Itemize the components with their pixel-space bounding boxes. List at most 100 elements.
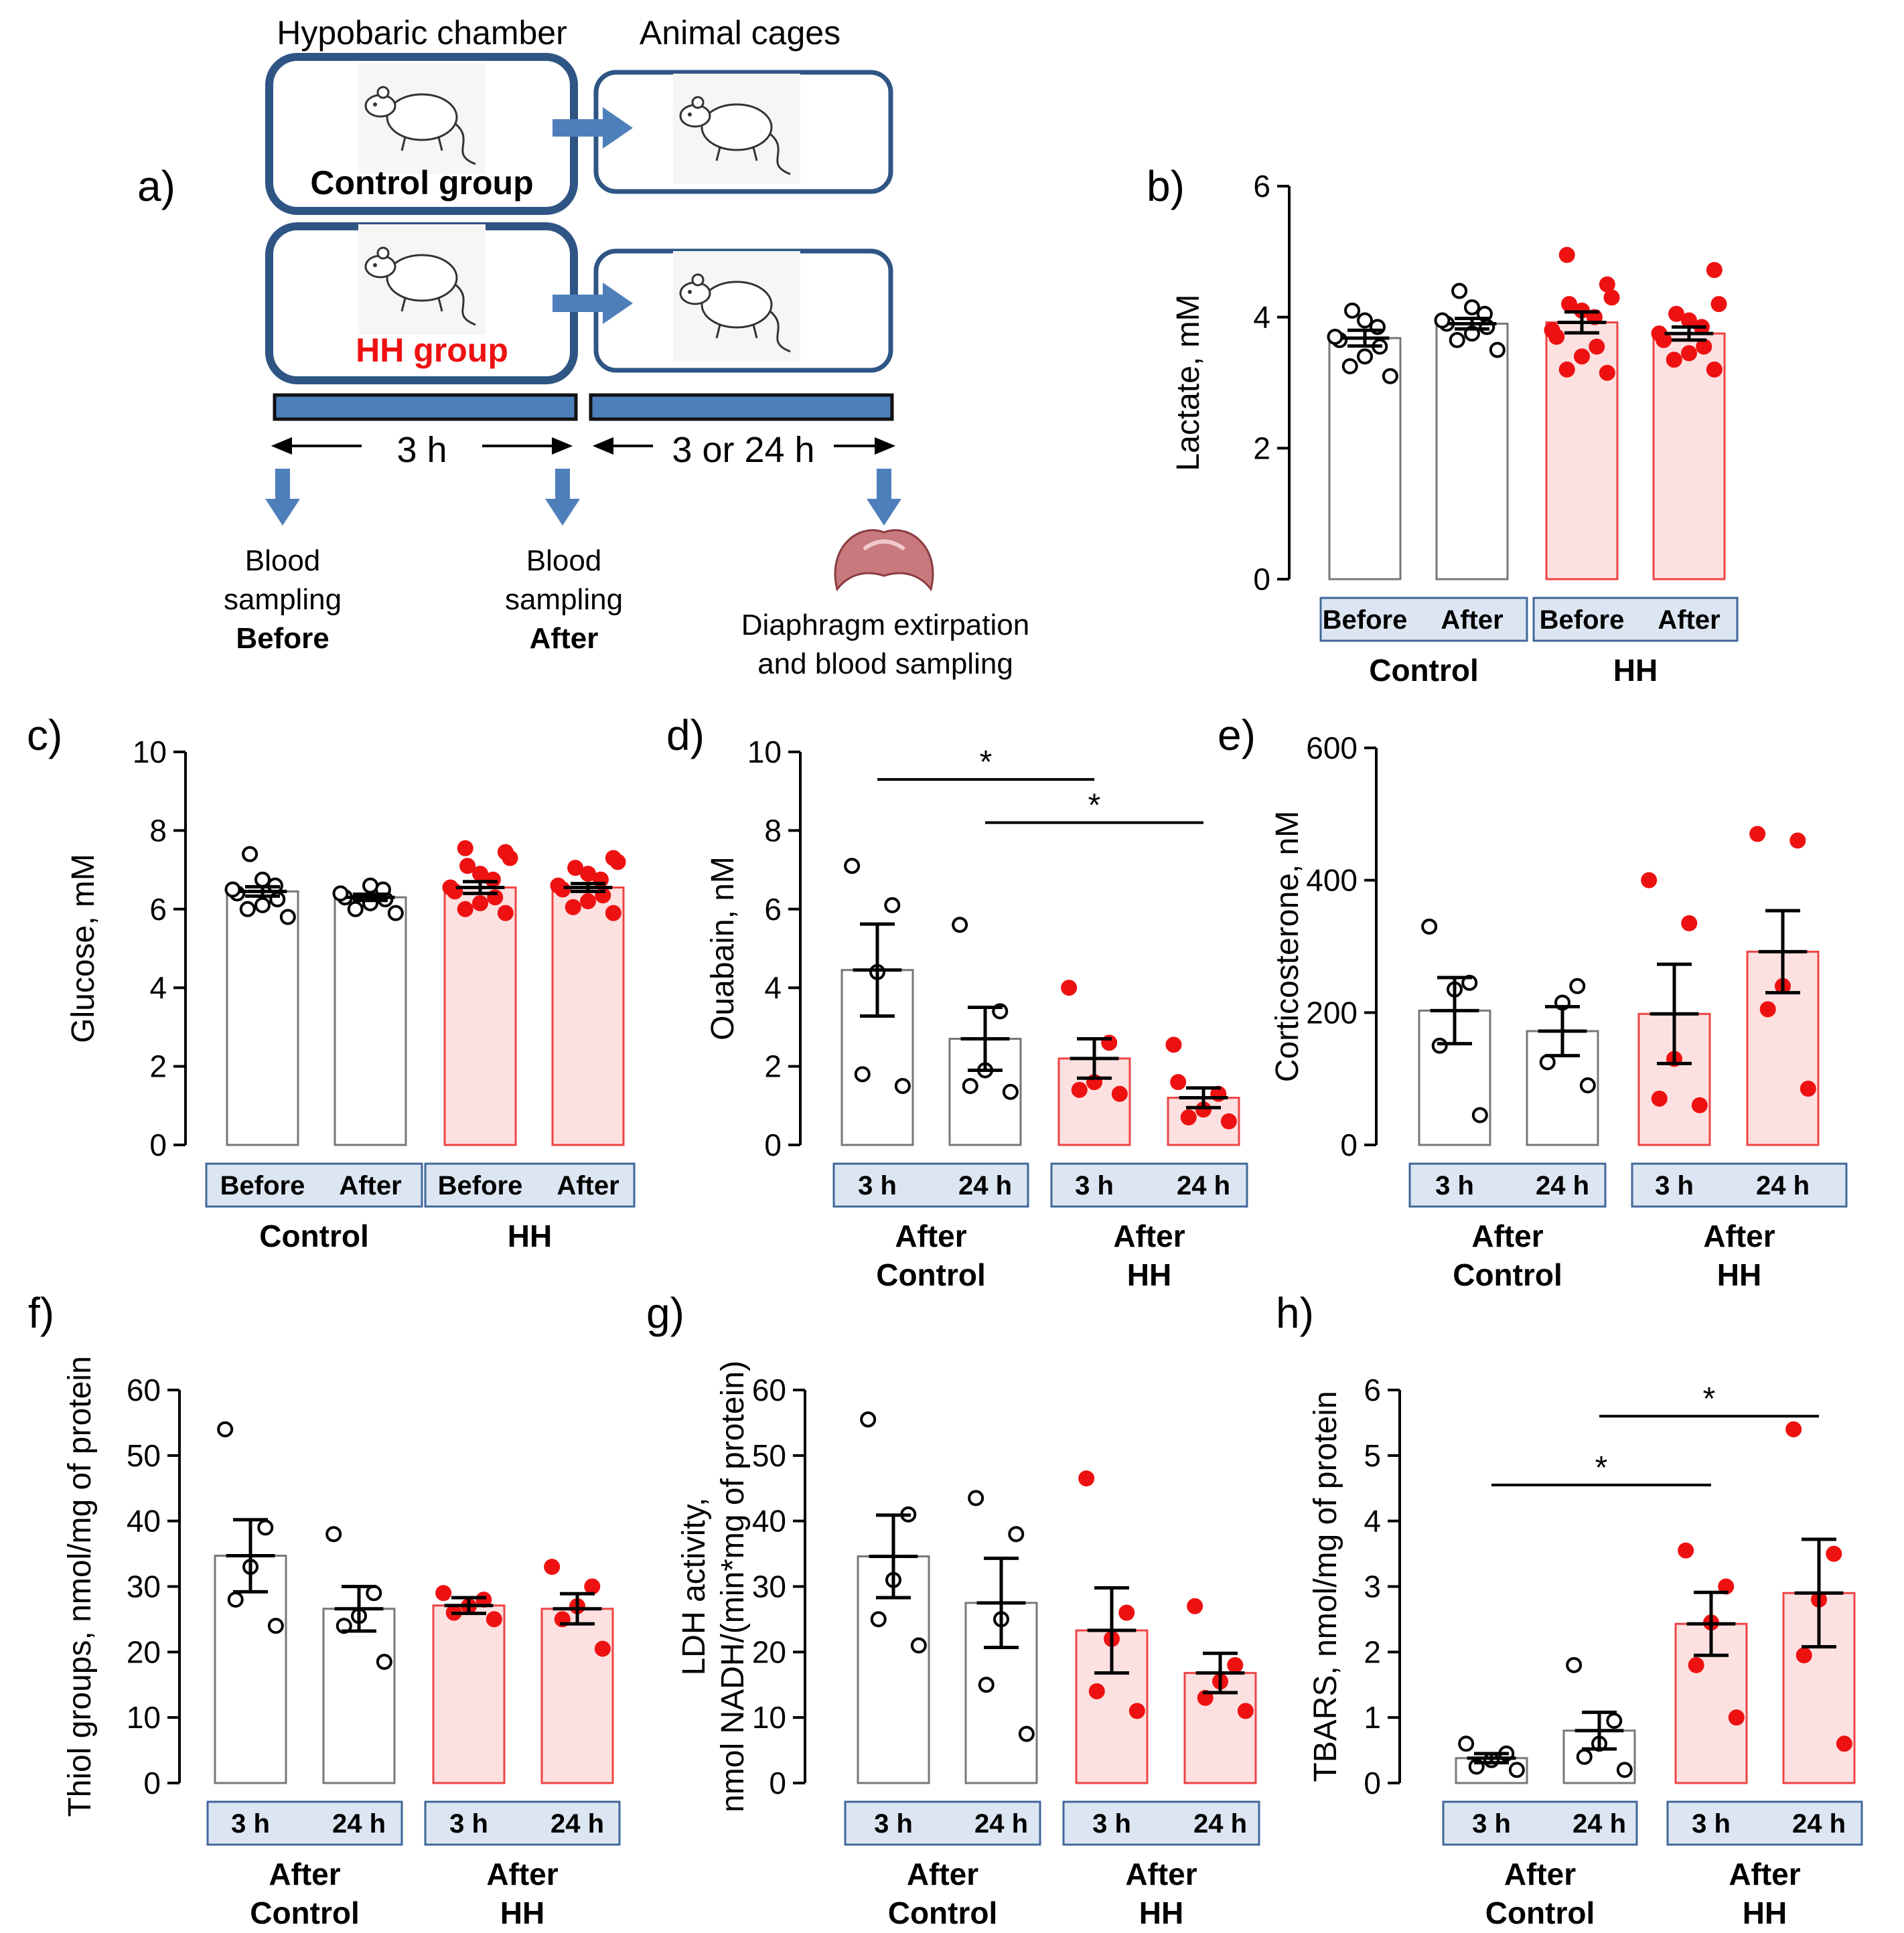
data-point — [362, 877, 378, 894]
data-point — [1170, 1074, 1187, 1091]
chart-panel-f: f) 0 10 20 30 40 50 60 Thiol groups, nmol/mg of … — [28, 1289, 621, 1930]
data-point — [1434, 312, 1451, 329]
y-axis-title: Corticosterone, nM — [1270, 811, 1305, 1083]
group-label: HH — [1613, 653, 1658, 688]
data-point — [1651, 325, 1668, 342]
hh-group-label: HH group — [356, 331, 508, 369]
bar — [226, 890, 299, 1146]
data-point — [1678, 1542, 1694, 1559]
group-label: HH — [500, 1896, 544, 1930]
data-point — [1128, 1703, 1145, 1719]
group-label: After — [1471, 1219, 1543, 1253]
data-point — [1599, 364, 1615, 381]
bar-label: Before — [220, 1171, 305, 1201]
down-arrow-icon — [275, 469, 290, 502]
chart-panel-e: e) 0 200 400 600 Corticosterone, nM 3 h 24 h Aft… — [1218, 711, 1848, 1292]
y-tick-label: 2 — [1364, 1634, 1381, 1669]
group-label: After — [895, 1219, 966, 1253]
data-point — [580, 865, 596, 882]
down-arrow-icon — [555, 469, 570, 502]
y-axis-title: Ouabain, nM — [705, 856, 741, 1040]
data-point — [332, 885, 349, 902]
data-point — [267, 1618, 284, 1634]
bar-label: After — [339, 1171, 401, 1201]
significance-star: * — [980, 745, 993, 780]
data-point — [1616, 1762, 1633, 1778]
cages-title: Animal cages — [640, 14, 840, 52]
data-point — [550, 877, 567, 894]
data-point — [484, 871, 501, 888]
data-point — [472, 895, 488, 911]
down-arrow-icon — [265, 499, 300, 526]
duration-chamber: 3 h — [396, 430, 447, 470]
panel-label-e: e) — [1218, 711, 1256, 759]
data-point — [1826, 1545, 1842, 1562]
data-point — [844, 858, 861, 874]
data-point — [1681, 312, 1697, 329]
data-point — [580, 893, 596, 910]
group-label: HH — [1717, 1257, 1761, 1292]
bar — [443, 886, 517, 1146]
bar-label: 3 h — [1472, 1809, 1511, 1839]
y-axis-title: LDH activity, nmol NADH/(min*mg of protei… — [676, 1361, 751, 1812]
chart-panel-d: d) 0 2 4 6 8 10 Ouabain, nM * * 3 h 24 h After Contro… — [666, 711, 1248, 1292]
bar — [551, 886, 625, 1146]
panel-label-h: h) — [1276, 1289, 1314, 1337]
data-point — [1688, 1656, 1704, 1673]
group-label: Control — [250, 1896, 360, 1930]
data-point — [1759, 1001, 1776, 1018]
bar-label: 3 h — [1435, 1171, 1474, 1201]
bar — [334, 896, 407, 1146]
data-point — [254, 897, 271, 913]
bar-label: 3 h — [1092, 1809, 1131, 1839]
transfer-arrow-control — [553, 107, 633, 149]
data-point — [1800, 1080, 1816, 1097]
bar-label: After — [557, 1171, 619, 1201]
panel-label-c: c) — [27, 711, 62, 759]
group-label: After — [1729, 1857, 1800, 1891]
group-label: After — [1504, 1857, 1576, 1891]
bar — [432, 1604, 506, 1784]
data-point — [1237, 1703, 1254, 1719]
group-label: After — [1125, 1857, 1197, 1891]
bar-label: 24 h — [332, 1809, 386, 1839]
y-axis-title: Glucose, mM — [66, 854, 101, 1043]
y-tick-label: 6 — [1364, 1373, 1381, 1407]
data-point — [1589, 338, 1605, 355]
significance-star: * — [1088, 788, 1101, 824]
data-point — [870, 1611, 887, 1628]
data-point — [1696, 338, 1712, 355]
data-point — [486, 1611, 502, 1628]
data-point — [605, 905, 621, 921]
data-point — [860, 1411, 877, 1428]
data-point — [1002, 1083, 1019, 1100]
y-tick-label: 20 — [752, 1634, 786, 1669]
data-point — [584, 1578, 601, 1595]
data-point — [1111, 1085, 1128, 1102]
data-point — [1421, 918, 1438, 935]
bar-label: 3 h — [449, 1809, 488, 1839]
group-label: HH — [1743, 1896, 1787, 1930]
data-point — [1227, 1656, 1244, 1673]
data-point — [567, 860, 584, 876]
y-axis-title-line: Thiol groups, nmol/mg of protein — [62, 1356, 98, 1816]
rat-icon — [358, 224, 486, 335]
y-tick-label: 60 — [127, 1373, 161, 1407]
data-point — [224, 881, 241, 898]
data-point — [1539, 1054, 1556, 1071]
data-point — [605, 850, 621, 866]
data-point — [1544, 322, 1560, 339]
group-box — [1631, 1162, 1848, 1208]
bar-label: 24 h — [1536, 1171, 1589, 1201]
data-point — [376, 1654, 392, 1671]
group-box — [1532, 597, 1739, 642]
y-axis-title: Thiol groups, nmol/mg of protein — [62, 1356, 98, 1816]
data-point — [1789, 832, 1806, 849]
data-point — [472, 865, 488, 882]
y-tick-label: 40 — [752, 1504, 786, 1539]
data-point — [1681, 915, 1698, 931]
bar-label: 24 h — [1792, 1809, 1846, 1839]
y-tick-label: 1 — [1364, 1700, 1381, 1735]
data-point — [1464, 299, 1480, 315]
